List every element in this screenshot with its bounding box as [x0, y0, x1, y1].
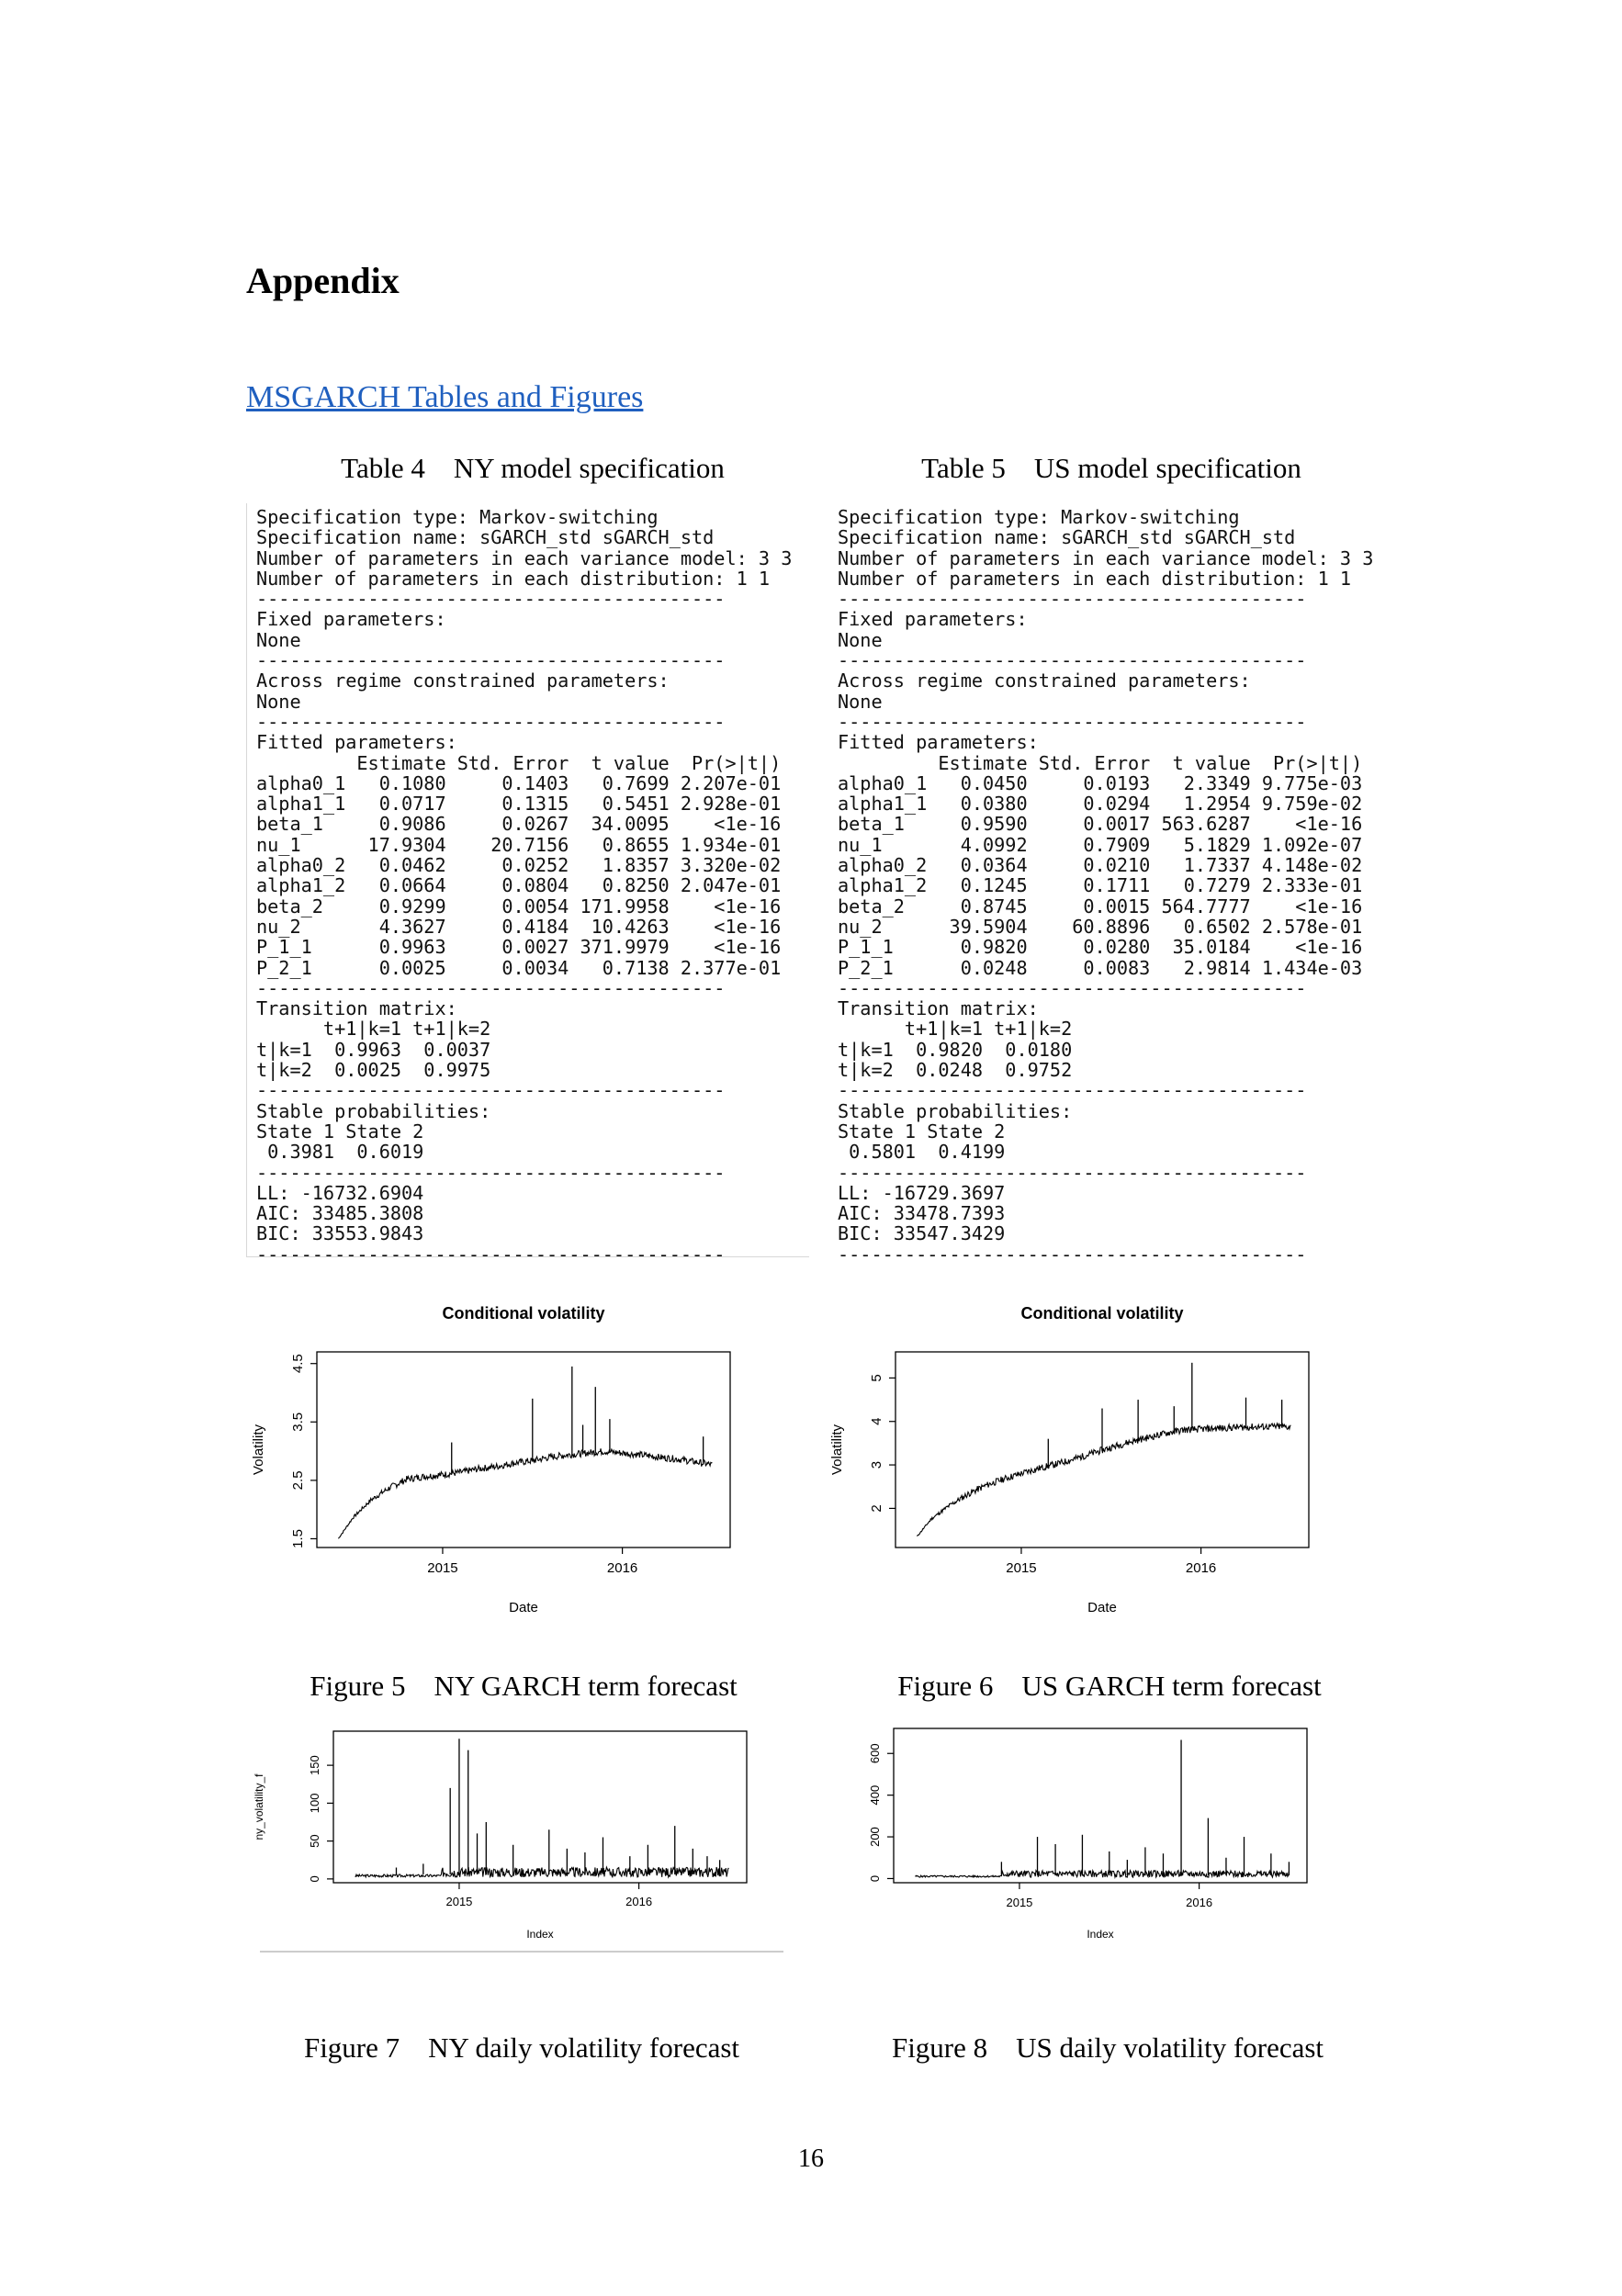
figure-5-caption: Figure 5 NY GARCH term forecast: [310, 1670, 738, 1702]
x-tick-label: 2015: [1006, 1896, 1032, 1909]
chart-title: Conditional volatility: [1020, 1304, 1183, 1322]
x-tick-label: 2015: [445, 1895, 472, 1908]
plot-frame: [895, 1351, 1310, 1548]
us-volatility-forecast-chart: 2015 2016 0 200 400 600 Index: [868, 1728, 1308, 1941]
plot-frame: [332, 1730, 748, 1884]
y-tick-label: 0: [868, 1875, 882, 1882]
y-tick-label: 50: [308, 1834, 321, 1847]
series-line: [338, 1447, 713, 1539]
y-tick-label: 600: [868, 1743, 882, 1763]
x-axis-label: Index: [1087, 1928, 1113, 1941]
y-tick-label: 4: [869, 1418, 884, 1425]
y-tick-label: 2: [869, 1504, 884, 1512]
y-tick-label: 100: [308, 1794, 321, 1814]
us-model-output: Specification type: Markov-switching Spe…: [838, 506, 1374, 1256]
ny-conditional-volatility-chart: Conditional volatility 2015 2016 1.5 2.5 3.5 4…: [251, 1304, 731, 1615]
y-axis-label: Volatility: [829, 1424, 845, 1475]
ny-volatility-forecast-chart: 2015 2016 0 50 100 150 Index ny_volatility_f: [253, 1730, 783, 1953]
y-axis-label: Volatility: [251, 1424, 266, 1475]
y-tick-label: 3: [869, 1461, 884, 1469]
plot-frame: [893, 1728, 1308, 1884]
ny-conditional-volatility-figure: Conditional volatility 2015 2016 1.5 2.5 3.5 4…: [246, 1295, 760, 1639]
series-line: [355, 1865, 729, 1879]
x-axis-label: Date: [509, 1600, 538, 1615]
x-tick-label: 2015: [1006, 1560, 1036, 1576]
chart-title: Conditional volatility: [442, 1304, 604, 1322]
figure-6-caption: Figure 6 US GARCH term forecast: [897, 1670, 1322, 1702]
y-tick-label: 4.5: [290, 1354, 306, 1373]
y-tick-label: 1.5: [290, 1529, 306, 1548]
y-tick-label: 0: [308, 1875, 321, 1882]
us-volatility-forecast-figure: 2015 2016 0 200 400 600 Index: [834, 1717, 1321, 1942]
x-axis-label: Date: [1087, 1600, 1117, 1615]
series-line: [915, 1868, 1290, 1880]
y-tick-label: 400: [868, 1785, 882, 1806]
x-tick-label: 2015: [427, 1560, 457, 1576]
x-tick-label: 2016: [1186, 1560, 1216, 1576]
x-tick-label: 2016: [607, 1560, 637, 1576]
y-tick-label: 150: [308, 1755, 321, 1775]
us-model-output-panel: Specification type: Markov-switching Spe…: [828, 503, 1391, 1256]
x-axis-label: Index: [526, 1928, 553, 1941]
page-number: 16: [798, 2144, 824, 2173]
us-conditional-volatility-chart: Conditional volatility 2015 2016 2 3 4 5 Date Vo…: [829, 1304, 1310, 1615]
figure-8-caption: Figure 8 US daily volatility forecast: [891, 2032, 1324, 2064]
ny-model-output-panel: Specification type: Markov-switching Spe…: [246, 503, 809, 1257]
section-link[interactable]: MSGARCH Tables and Figures: [246, 380, 644, 414]
us-conditional-volatility-figure: Conditional volatility 2015 2016 2 3 4 5 Date Vo…: [825, 1295, 1339, 1639]
x-tick-label: 2016: [625, 1895, 652, 1908]
table-4-caption: Table 4 NY model specification: [341, 452, 725, 484]
figure-7-caption: Figure 7 NY daily volatility forecast: [303, 2032, 740, 2064]
table-5-caption: Table 5 US model specification: [921, 452, 1301, 484]
y-tick-label: 5: [869, 1374, 884, 1381]
y-tick-label: 2.5: [290, 1470, 306, 1490]
plot-frame: [316, 1351, 731, 1548]
y-axis-label: ny_volatility_f: [253, 1773, 265, 1840]
y-tick-label: 200: [868, 1827, 882, 1847]
appendix-heading: Appendix: [246, 260, 400, 301]
y-tick-label: 3.5: [290, 1412, 306, 1432]
x-tick-label: 2016: [1186, 1896, 1212, 1909]
ny-model-output: Specification type: Markov-switching Spe…: [256, 506, 793, 1257]
series-line: [917, 1422, 1291, 1536]
ny-volatility-forecast-figure: 2015 2016 0 50 100 150 Index ny_volatility_f: [246, 1717, 797, 1961]
